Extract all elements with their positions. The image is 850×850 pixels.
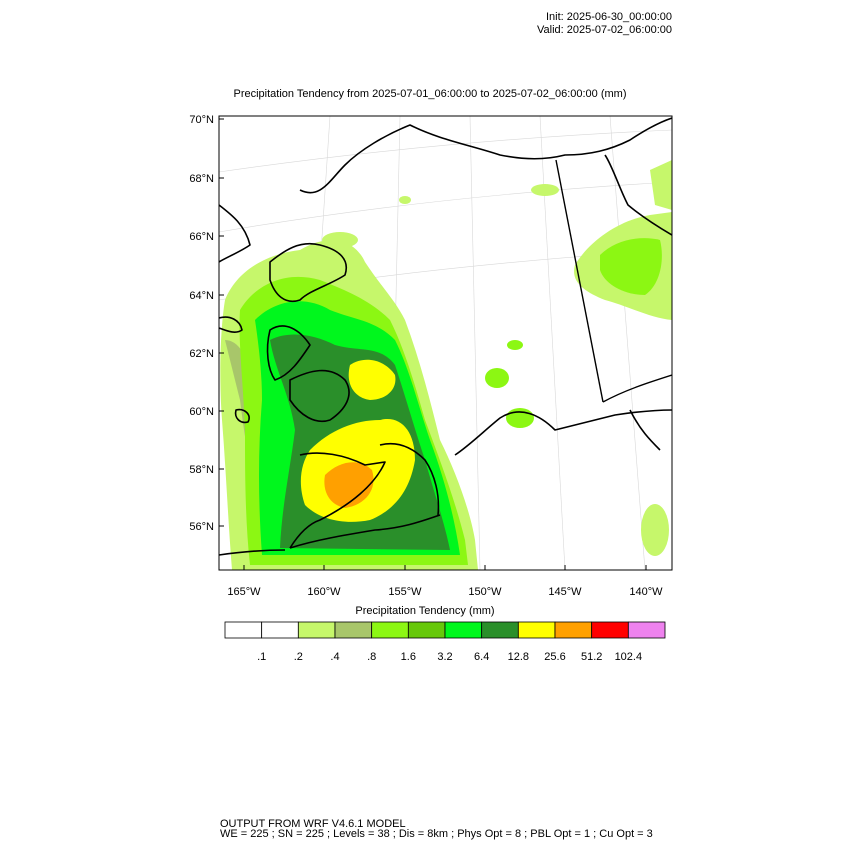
valid-time-label: Valid: 2025-07-02_06:00:00 (537, 24, 672, 36)
lat-label-60: 60°N (189, 406, 214, 418)
model-config-line: WE = 225 ; SN = 225 ; Levels = 38 ; Dis … (220, 828, 653, 840)
political-borders (555, 159, 672, 403)
precip-patch-7 (322, 232, 358, 248)
coastlines (219, 117, 672, 556)
model-info-line: OUTPUT FROM WRF V4.6.1 MODEL (220, 818, 406, 830)
lat-label-66: 66°N (189, 231, 214, 243)
colorbar-label: .1 (257, 651, 266, 663)
colorbar-label: 51.2 (581, 651, 602, 663)
lon-label-165: 165°W (227, 586, 261, 598)
lon-label-160: 160°W (307, 586, 341, 598)
lat-label-68: 68°N (189, 173, 214, 185)
colorbar-label: 12.8 (508, 651, 529, 663)
lon-label-140: 140°W (629, 586, 663, 598)
precip-east-cluster-core (600, 238, 662, 295)
lon-label-150: 150°W (468, 586, 502, 598)
lat-labels: 70°N 68°N 66°N 64°N 62°N 60°N 58°N 56°N (189, 114, 214, 533)
precip-orange-region (324, 462, 374, 508)
colorbar-swatch (371, 621, 409, 639)
colorbar-swatch (517, 621, 556, 639)
colorbar (224, 621, 666, 639)
colorbar-label: 6.4 (474, 651, 489, 663)
precip-yellow-north (348, 359, 396, 400)
precip-patch-2 (485, 368, 509, 388)
lat-label-62: 62°N (189, 348, 214, 360)
precip-patch-5 (641, 504, 669, 556)
colorbar-swatch (407, 621, 446, 639)
precip-patch-6 (399, 196, 411, 204)
precip-east-strip (650, 160, 672, 210)
lon-label-155: 155°W (388, 586, 422, 598)
colorbar-swatch (224, 621, 263, 639)
colorbar-swatch (627, 621, 666, 639)
colorbar-label: .8 (367, 651, 376, 663)
colorbar-label: 102.4 (615, 651, 643, 663)
precip-patch-1 (531, 184, 559, 196)
lon-tick-marks (243, 565, 647, 570)
lon-labels: 165°W 160°W 155°W 150°W 145°W 140°W (227, 586, 663, 598)
lat-label-58: 58°N (189, 464, 214, 476)
colorbar-title: Precipitation Tendency (mm) (355, 605, 495, 617)
lat-label-56: 56°N (189, 521, 214, 533)
map-title: Precipitation Tendency from 2025-07-01_0… (233, 88, 627, 100)
map-plot-area (219, 116, 672, 570)
lon-label-145: 145°W (548, 586, 582, 598)
colorbar-label: 1.6 (401, 651, 416, 663)
colorbar-swatch (591, 621, 629, 639)
lat-tick-marks (219, 118, 224, 527)
colorbar-swatch (297, 621, 336, 639)
colorbar-swatch (261, 621, 299, 639)
colorbar-labels: .1 .2 .4 .8 1.6 3.2 6.4 12.8 25.6 51.2 102.4 (257, 651, 642, 663)
precip-patch-3 (507, 340, 523, 350)
lat-label-70: 70°N (189, 114, 214, 126)
init-time-label: Init: 2025-06-30_00:00:00 (546, 11, 672, 23)
colorbar-label: .2 (294, 651, 303, 663)
lat-label-64: 64°N (189, 290, 214, 302)
colorbar-label: 3.2 (437, 651, 452, 663)
colorbar-swatch (334, 621, 373, 639)
precip-field (220, 160, 672, 570)
precip-patch-4 (506, 408, 534, 428)
colorbar-swatch (481, 621, 519, 639)
colorbar-label: .4 (330, 651, 339, 663)
colorbar-swatch (554, 621, 593, 639)
map-frame (218, 115, 673, 571)
colorbar-label: 25.6 (544, 651, 565, 663)
colorbar-swatch (444, 621, 483, 639)
